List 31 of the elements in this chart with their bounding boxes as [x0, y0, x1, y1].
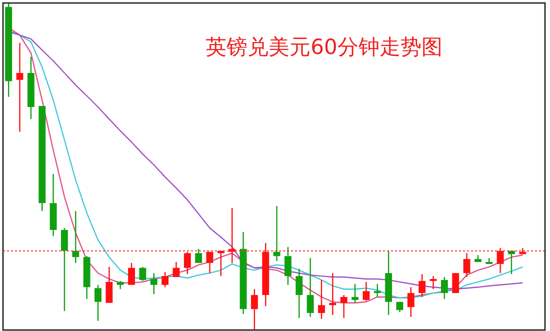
candlestick — [172, 261, 180, 278]
candlestick — [374, 283, 381, 298]
candlestick — [94, 284, 102, 322]
candlestick — [250, 288, 258, 331]
candlestick — [273, 205, 280, 262]
candlestick — [184, 251, 191, 275]
candlestick — [430, 275, 437, 290]
candlestick — [352, 283, 358, 304]
candlestick — [72, 210, 80, 264]
candlestick — [106, 266, 113, 304]
candlestick — [195, 248, 202, 264]
candlestick — [150, 272, 158, 295]
candlestick — [128, 262, 135, 286]
candlestick — [16, 42, 24, 132]
candlestick — [418, 273, 426, 298]
candlestick — [340, 294, 348, 318]
candlestick — [296, 268, 303, 318]
candlestick — [496, 247, 504, 274]
candlestick — [162, 272, 169, 288]
candlestick — [306, 257, 314, 318]
candlestick — [362, 281, 370, 302]
text: 英镑兑美元60分钟走势图 — [206, 35, 442, 59]
candlestick — [61, 227, 68, 312]
candlestick — [284, 246, 292, 286]
candlestick — [440, 276, 448, 300]
candlestick — [463, 252, 470, 278]
candlestick — [206, 251, 214, 274]
candlestick — [318, 279, 325, 320]
candlestick — [139, 266, 146, 282]
candlestick — [452, 272, 460, 294]
candlestick — [407, 286, 414, 318]
